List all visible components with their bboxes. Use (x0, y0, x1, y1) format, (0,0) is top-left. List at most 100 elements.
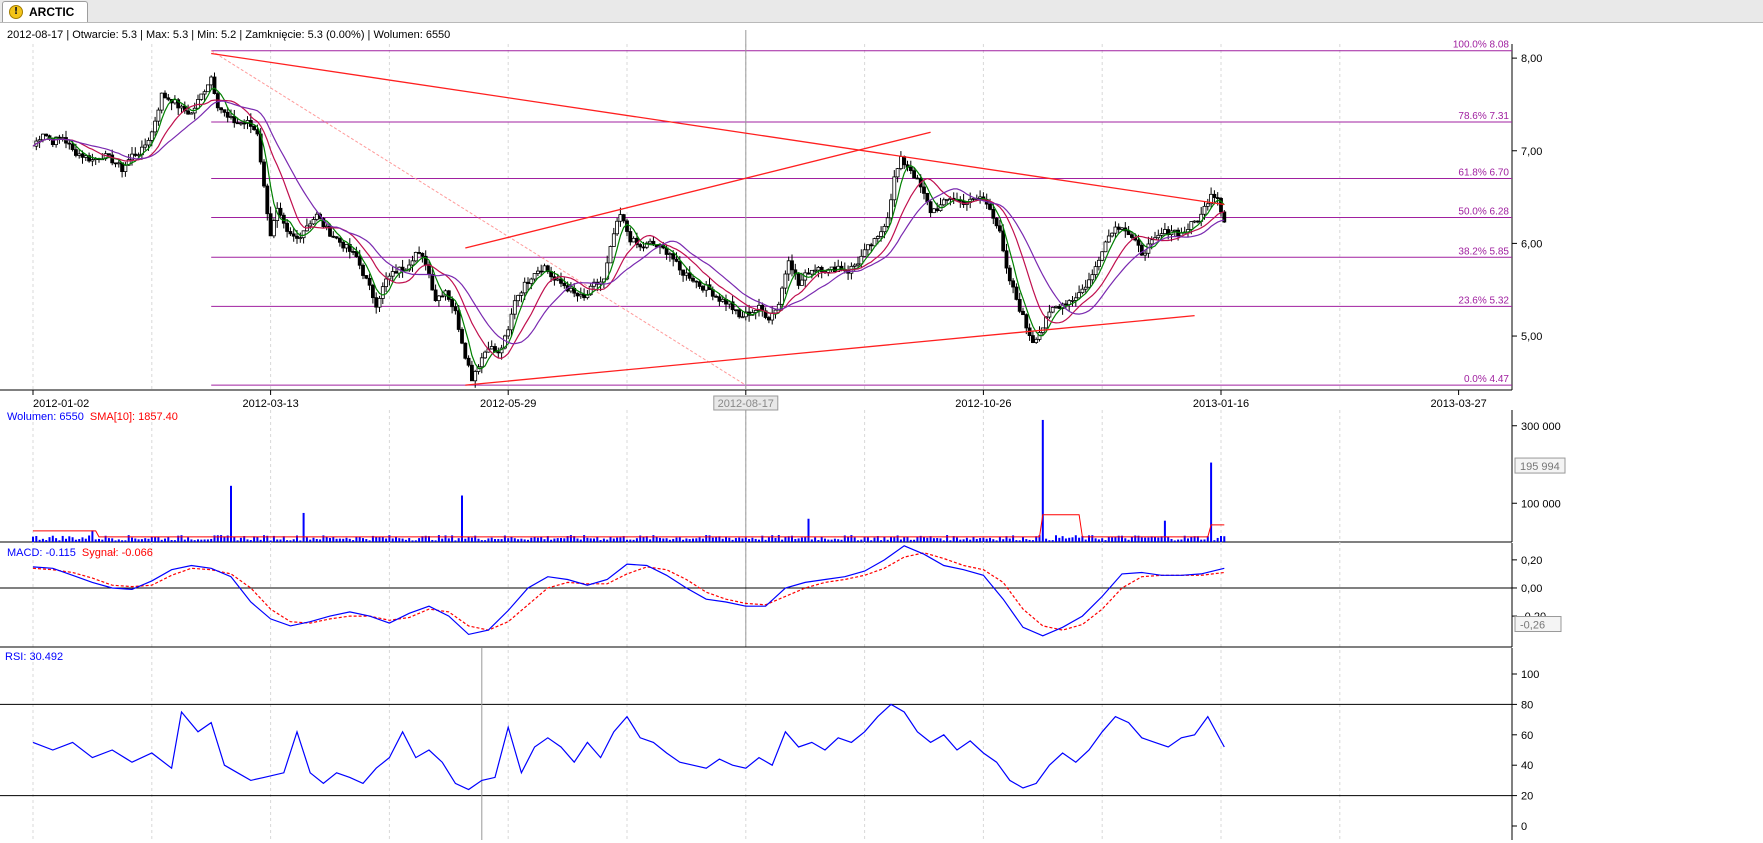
candle-body (1159, 233, 1164, 236)
volume-bar (490, 537, 493, 542)
tab-arctic[interactable]: ! ARCTIC (2, 1, 88, 22)
volume-bar (523, 539, 526, 542)
volume-bar (1078, 537, 1081, 542)
volume-bar (1038, 535, 1041, 542)
volume-bar (576, 538, 579, 542)
candle-body (1136, 239, 1141, 246)
volume-bar (302, 512, 305, 542)
candle-body (1212, 193, 1217, 198)
candle-body (681, 269, 685, 276)
volume-bar (1022, 536, 1024, 542)
candle-body (1007, 267, 1012, 282)
volume-bar (81, 537, 84, 542)
volume-bar (164, 538, 166, 542)
volume-bar (1196, 536, 1199, 542)
candle-body (578, 294, 583, 297)
volume-bar (263, 535, 265, 542)
volume-bar (612, 538, 615, 542)
volume-bar (157, 536, 160, 542)
current-volume-box (1514, 457, 1566, 474)
volume-bar (424, 535, 427, 542)
volume-bar (1101, 538, 1104, 542)
volume-bar (1114, 537, 1117, 542)
candle-body (156, 109, 161, 122)
volume-bar (461, 495, 463, 542)
volume-bar (1088, 535, 1090, 542)
volume-bar (299, 540, 302, 542)
y-tick-label: 40 (1521, 760, 1533, 772)
candle-body (1196, 220, 1200, 223)
volume-bar (665, 538, 668, 542)
candle-body (809, 269, 814, 275)
volume-bar (632, 539, 635, 542)
volume-bar (563, 538, 566, 542)
volume-bar (784, 536, 787, 542)
volume-bar (853, 537, 856, 542)
volume-bar (38, 539, 41, 542)
candle-body (446, 290, 451, 300)
candle-body (440, 295, 445, 298)
candle-body (648, 240, 652, 244)
candle-body (146, 139, 151, 146)
volume-bar (642, 536, 645, 542)
candle-body (341, 241, 346, 249)
volume-bar (444, 535, 447, 542)
volume-bar (824, 538, 826, 542)
candle-body (107, 153, 111, 156)
volume-bar (61, 535, 64, 542)
rsi-panel: RSI: 30.492 100 80 60 40 20 0 (0, 648, 1539, 840)
volume-bar (243, 536, 246, 542)
candle-body (1202, 205, 1207, 215)
volume-bar (985, 538, 988, 542)
fib-level-label: 38.2% 5.85 (1458, 246, 1509, 257)
candle-body (456, 310, 461, 330)
volume-bar (1051, 540, 1054, 542)
candle-body (400, 266, 405, 271)
volume-bar (1012, 535, 1015, 542)
candle-body (41, 133, 45, 141)
volume-bar (1177, 539, 1180, 542)
volume-bar (1137, 535, 1140, 542)
volume-bar (220, 535, 223, 542)
candle-body (463, 342, 468, 359)
candle-body (512, 300, 517, 315)
volume-bar (767, 537, 770, 542)
volume-bar (117, 539, 120, 542)
candle-body (1189, 221, 1194, 230)
volume-bar (883, 536, 886, 542)
volume-bar (843, 535, 846, 542)
candle-body (522, 281, 527, 294)
candle-body (1106, 235, 1111, 243)
volume-bar (880, 540, 883, 542)
volume-bar (388, 535, 391, 542)
candle-body (166, 97, 171, 100)
volume-bar (45, 540, 48, 542)
candle-body (413, 251, 418, 262)
candle-body (377, 298, 382, 308)
chart-area[interactable]: 2012-01-02 2012-03-13 2012-05-29 2012-08-17… (0, 23, 1763, 843)
volume-bar (332, 536, 335, 542)
candle-body (205, 84, 210, 93)
candle-body (268, 213, 273, 237)
candle-body (1156, 234, 1161, 239)
candle-body (271, 220, 276, 237)
candle-body (466, 357, 471, 366)
candle-body (37, 139, 42, 142)
volume-bar (1028, 539, 1031, 542)
volume-bar (137, 539, 140, 542)
volume-bar (734, 538, 737, 542)
volume-bar (71, 537, 74, 542)
volume-bar (385, 538, 388, 542)
candle-body (1077, 292, 1081, 299)
candle-body (532, 273, 537, 280)
volume-bar (246, 539, 249, 542)
candle-body (559, 278, 563, 284)
candle-body (618, 214, 623, 222)
volume-bar (606, 539, 609, 542)
volume-bar (437, 535, 440, 542)
volume-bar (741, 538, 744, 542)
volume-bar (916, 536, 919, 542)
volume-bar (817, 539, 820, 542)
candle-body (123, 164, 128, 172)
volume-bar (711, 537, 714, 542)
